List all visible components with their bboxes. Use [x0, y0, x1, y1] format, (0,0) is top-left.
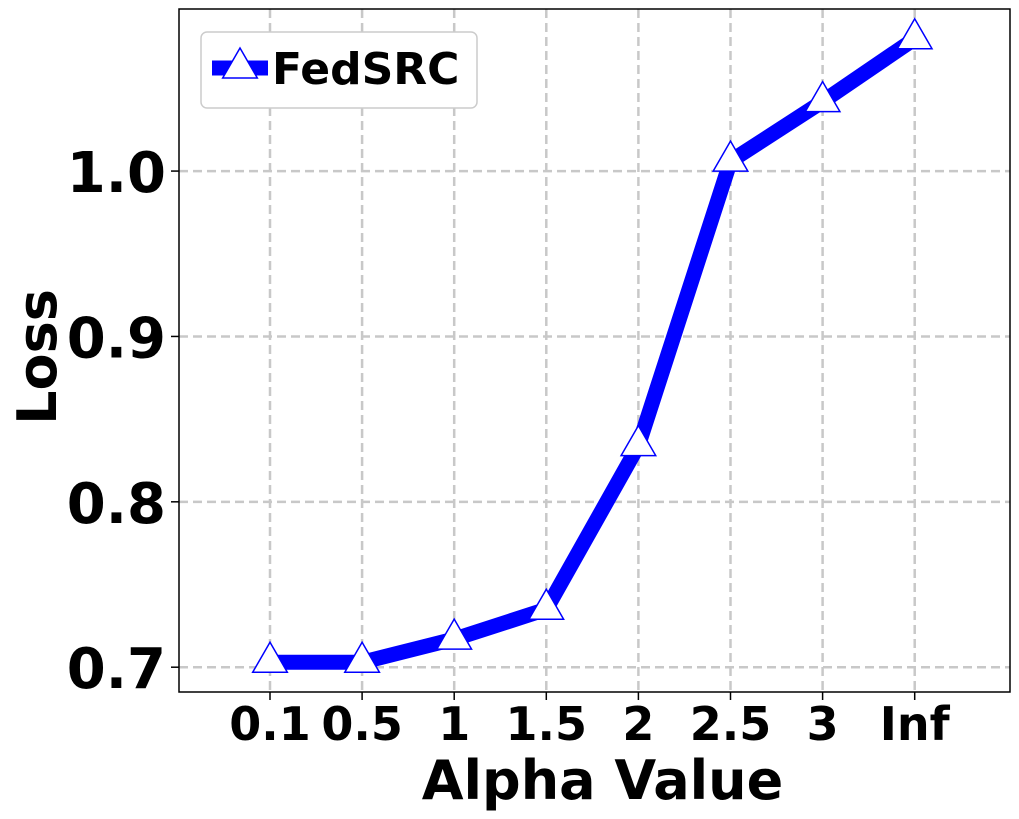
x-tick-label: 2.5	[690, 697, 772, 751]
data-point-marker	[251, 640, 289, 673]
x-tick-label: 0.5	[321, 697, 403, 751]
x-tick-label: 3	[807, 697, 839, 751]
data-point-marker	[803, 80, 842, 113]
x-tick-label: 1	[438, 697, 470, 751]
series-layer	[251, 17, 934, 673]
plot-frame	[178, 8, 1011, 693]
data-point-marker	[435, 617, 473, 650]
data-point-marker	[619, 424, 658, 457]
legend-marker-triangle-icon	[221, 46, 259, 79]
data-point-marker	[527, 587, 565, 621]
series-line-fedsrc	[270, 32, 919, 670]
y-tick-label: 0.7	[67, 637, 166, 702]
grid	[179, 9, 1010, 692]
legend-label: FedSRC	[272, 44, 459, 95]
y-axis-label: Loss	[6, 289, 69, 425]
legend: FedSRC	[200, 31, 478, 109]
x-tick-label: Inf	[880, 697, 951, 751]
x-tick-label: 1.5	[506, 697, 588, 751]
x-tick-label: 2	[622, 697, 654, 751]
data-point-marker	[896, 17, 934, 50]
x-axis-label: Alpha Value	[422, 749, 784, 812]
ticks: 0.1 0.5 1 1.5 2 2.5 3 Inf 0.7 0.8 0.9 1.0	[67, 141, 951, 751]
x-tick-label: 0.1	[229, 697, 311, 751]
data-point-marker	[711, 139, 750, 172]
y-tick-label: 0.8	[67, 472, 166, 537]
data-point-marker	[343, 640, 381, 673]
legend-box	[200, 31, 478, 109]
y-tick-label: 0.9	[67, 306, 166, 371]
y-tick-label: 1.0	[67, 141, 166, 206]
